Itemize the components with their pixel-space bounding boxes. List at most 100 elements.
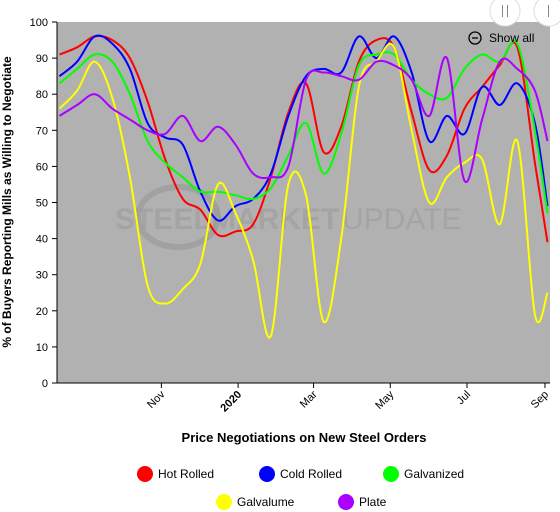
data-point-hot-rolled[interactable] (251, 222, 256, 227)
series-line-plate[interactable] (58, 55, 549, 184)
data-point-hot-rolled[interactable] (127, 56, 132, 61)
series-line-galvalume[interactable] (58, 42, 549, 339)
data-point-plate[interactable] (374, 59, 379, 64)
data-point-hot-rolled[interactable] (198, 207, 203, 212)
data-point-cold-rolled[interactable] (462, 131, 467, 136)
data-point-galvanized[interactable] (92, 52, 97, 57)
data-point-galvanized[interactable] (268, 186, 273, 191)
data-point-galvalume[interactable] (321, 319, 326, 324)
data-point-galvalume[interactable] (75, 88, 80, 93)
data-point-galvalume[interactable] (480, 157, 485, 162)
data-point-galvanized[interactable] (145, 139, 150, 144)
data-point-plate[interactable] (286, 164, 291, 169)
data-point-plate[interactable] (532, 88, 537, 93)
pause-button[interactable] (489, 0, 521, 27)
data-point-galvalume[interactable] (233, 211, 238, 216)
data-point-galvanized[interactable] (427, 92, 432, 97)
data-point-galvalume[interactable] (268, 334, 273, 339)
data-point-cold-rolled[interactable] (480, 84, 485, 89)
data-point-hot-rolled[interactable] (180, 196, 185, 201)
data-point-galvalume[interactable] (444, 175, 449, 180)
data-point-galvalume[interactable] (356, 84, 361, 89)
data-point-galvalume[interactable] (163, 301, 168, 306)
data-point-cold-rolled[interactable] (286, 113, 291, 118)
data-point-plate[interactable] (75, 103, 80, 108)
data-point-cold-rolled[interactable] (145, 121, 150, 126)
data-point-cold-rolled[interactable] (75, 59, 80, 64)
series-line-galvanized[interactable] (58, 40, 549, 214)
data-point-galvanized[interactable] (339, 131, 344, 136)
data-point-cold-rolled[interactable] (110, 41, 115, 46)
show-all-button[interactable]: Show all (468, 31, 534, 45)
data-point-hot-rolled[interactable] (145, 99, 150, 104)
data-point-plate[interactable] (444, 56, 449, 61)
data-point-cold-rolled[interactable] (515, 81, 520, 86)
data-point-hot-rolled[interactable] (532, 160, 537, 165)
data-point-hot-rolled[interactable] (545, 240, 550, 245)
data-point-galvalume[interactable] (251, 258, 256, 263)
data-point-galvanized[interactable] (251, 196, 256, 201)
data-point-galvalume[interactable] (339, 236, 344, 241)
data-point-plate[interactable] (127, 117, 132, 122)
data-point-plate[interactable] (268, 175, 273, 180)
data-point-hot-rolled[interactable] (427, 168, 432, 173)
data-point-galvanized[interactable] (374, 52, 379, 57)
data-point-cold-rolled[interactable] (392, 34, 397, 39)
data-point-galvanized[interactable] (532, 128, 537, 133)
data-point-galvanized[interactable] (163, 160, 168, 165)
data-point-galvalume[interactable] (497, 222, 502, 227)
data-point-plate[interactable] (304, 77, 309, 82)
data-point-plate[interactable] (515, 66, 520, 71)
data-point-galvalume[interactable] (180, 287, 185, 292)
data-point-plate[interactable] (545, 139, 550, 144)
data-point-galvanized[interactable] (75, 66, 80, 71)
data-point-cold-rolled[interactable] (356, 34, 361, 39)
data-point-plate[interactable] (427, 113, 432, 118)
data-point-hot-rolled[interactable] (321, 149, 326, 154)
legend-item-galvalume[interactable]: Galvalume (216, 494, 295, 510)
legend-item-hot-rolled[interactable]: Hot Rolled (137, 466, 214, 482)
data-point-cold-rolled[interactable] (497, 103, 502, 108)
data-point-galvalume[interactable] (545, 290, 550, 295)
series-line-hot-rolled[interactable] (59, 34, 549, 243)
data-point-galvanized[interactable] (198, 189, 203, 194)
legend-item-plate[interactable]: Plate (338, 494, 387, 510)
data-point-galvalume[interactable] (462, 160, 467, 165)
data-point-galvalume[interactable] (515, 139, 520, 144)
data-point-plate[interactable] (92, 92, 97, 97)
data-point-plate[interactable] (462, 178, 467, 183)
data-point-plate[interactable] (215, 124, 220, 129)
data-point-plate[interactable] (180, 113, 185, 118)
data-point-cold-rolled[interactable] (409, 70, 414, 75)
data-point-galvalume[interactable] (215, 182, 220, 187)
data-point-cold-rolled[interactable] (180, 142, 185, 147)
data-point-cold-rolled[interactable] (215, 218, 220, 223)
data-point-galvanized[interactable] (356, 63, 361, 68)
data-point-galvalume[interactable] (427, 200, 432, 205)
data-point-plate[interactable] (409, 77, 414, 82)
data-point-hot-rolled[interactable] (75, 45, 80, 50)
data-point-hot-rolled[interactable] (409, 110, 414, 115)
data-point-galvalume[interactable] (127, 175, 132, 180)
data-point-galvalume[interactable] (57, 106, 62, 111)
legend-item-galvanized[interactable]: Galvanized (383, 466, 464, 482)
data-point-galvanized[interactable] (321, 171, 326, 176)
data-point-plate[interactable] (198, 139, 203, 144)
data-point-hot-rolled[interactable] (57, 52, 62, 57)
data-point-plate[interactable] (356, 77, 361, 82)
data-point-galvanized[interactable] (233, 193, 238, 198)
data-point-plate[interactable] (497, 59, 502, 64)
legend-item-cold-rolled[interactable]: Cold Rolled (259, 466, 342, 482)
data-point-hot-rolled[interactable] (444, 153, 449, 158)
data-point-galvanized[interactable] (545, 211, 550, 216)
data-point-galvanized[interactable] (304, 121, 309, 126)
data-point-galvanized[interactable] (57, 81, 62, 86)
data-point-plate[interactable] (251, 171, 256, 176)
data-point-plate[interactable] (392, 63, 397, 68)
data-point-galvalume[interactable] (110, 95, 115, 100)
data-point-galvalume[interactable] (392, 45, 397, 50)
data-point-plate[interactable] (110, 106, 115, 111)
data-point-hot-rolled[interactable] (233, 229, 238, 234)
data-point-hot-rolled[interactable] (462, 106, 467, 111)
data-point-galvalume[interactable] (92, 59, 97, 64)
